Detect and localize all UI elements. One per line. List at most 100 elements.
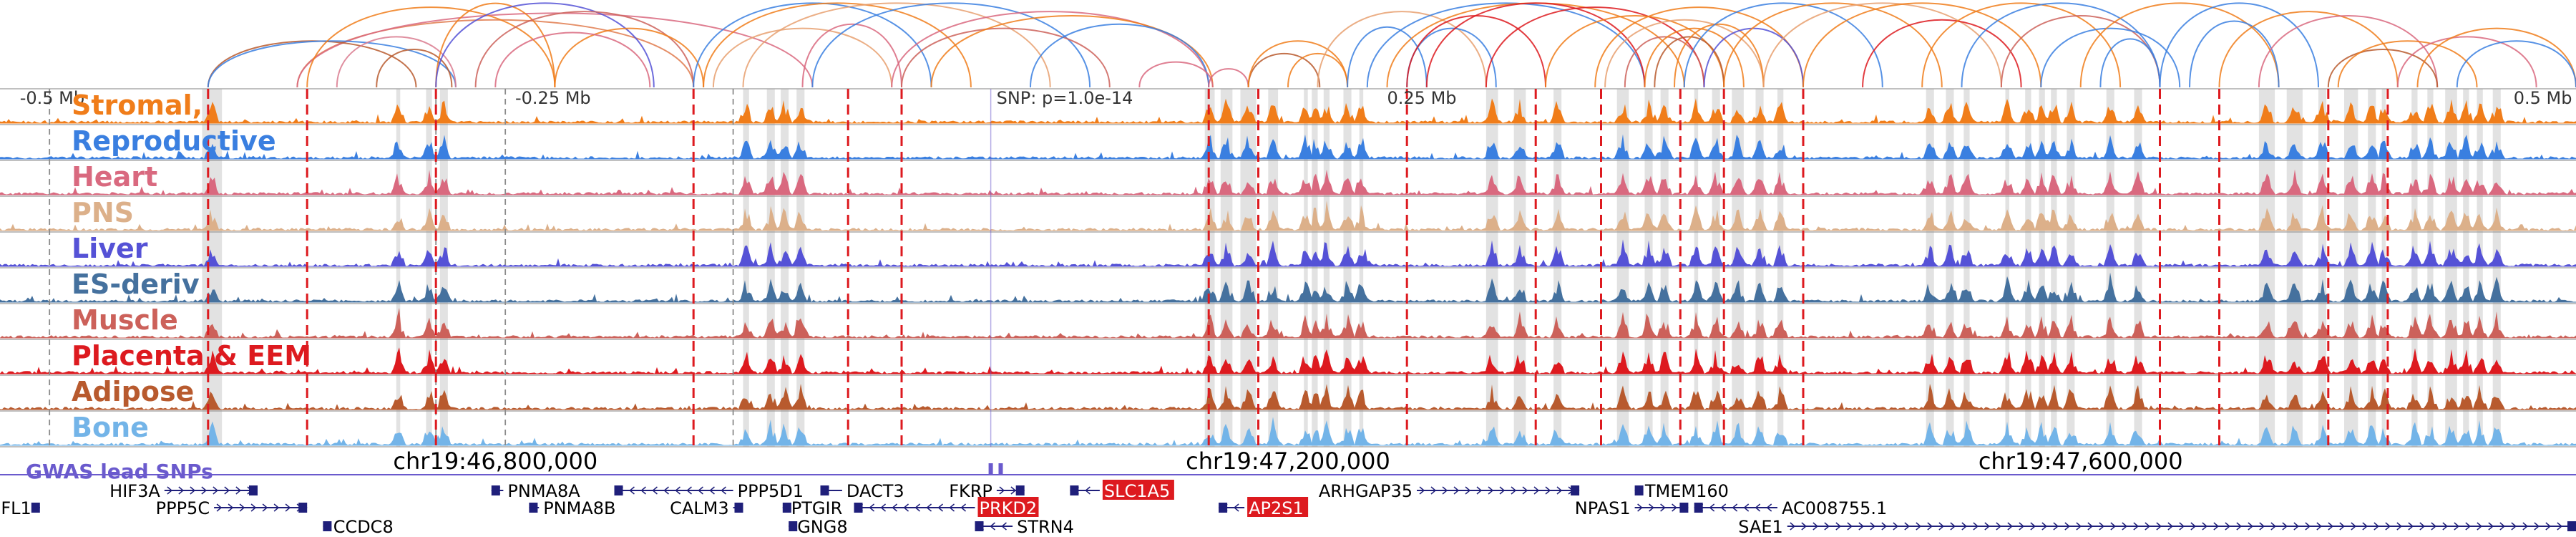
strand-chevron [1720, 503, 1727, 512]
gene-exon [2567, 521, 2576, 531]
gene-dact3: DACT3 [820, 481, 904, 501]
strand-chevron [1927, 522, 1933, 531]
signal-area [0, 200, 2576, 231]
strand-chevron [1522, 486, 1528, 495]
strand-chevron [2373, 522, 2380, 531]
chromatin-loop [1624, 36, 1705, 88]
distance-label: -0.25 Mb [515, 88, 591, 108]
strand-chevron [1649, 503, 1654, 512]
distance-label: -0.5 Mb [20, 88, 84, 108]
strand-chevron [2167, 522, 2174, 531]
gene-label: CCDC8 [333, 517, 394, 537]
signal-area [0, 347, 2576, 374]
strand-chevron [216, 503, 223, 512]
strand-chevron [1858, 522, 1865, 531]
gene-label: SAE1 [1738, 517, 1783, 537]
strand-chevron [2351, 522, 2357, 531]
signal-area [0, 134, 2576, 159]
strand-chevron [2019, 522, 2025, 531]
strand-chevron [949, 503, 955, 512]
chromatin-loop [207, 40, 457, 88]
strand-chevron [262, 503, 268, 512]
gwas-snp-marker [998, 463, 1003, 475]
strand-chevron [2213, 522, 2220, 531]
strand-chevron [1419, 486, 1425, 495]
gene-arhgap35: ARHGAP35 [1319, 481, 1580, 501]
strand-chevron [2064, 522, 2071, 531]
gene-label: GNG8 [797, 517, 847, 537]
strand-chevron [2041, 522, 2048, 531]
gene-label: AP2S1 [1249, 498, 1304, 518]
distance-label: 0.5 Mb [2514, 88, 2572, 108]
chromatin-loop [801, 23, 902, 88]
track-0 [0, 88, 2576, 124]
strand-chevron [2133, 522, 2140, 531]
strand-chevron [880, 503, 887, 512]
gene-exon [734, 503, 743, 513]
gene-exon [1219, 503, 1228, 513]
chromatin-loop [1545, 15, 1725, 88]
strand-chevron [2179, 522, 2185, 531]
gene-label: PRKD2 [980, 498, 1038, 518]
position-tick-label: chr19:47,600,000 [1979, 448, 2183, 475]
gene-label: AC008755.1 [1782, 498, 1887, 518]
chromatin-loop [2079, 2, 2280, 88]
chromatin-loop [703, 2, 972, 88]
strand-chevron [686, 486, 692, 495]
strand-chevron [2477, 522, 2483, 531]
strand-chevron [709, 486, 715, 495]
gene-exon [249, 485, 258, 495]
signal-area [0, 308, 2576, 338]
strand-chevron [1893, 522, 1899, 531]
strand-chevron [2442, 522, 2449, 531]
chromatin-loop [1703, 27, 1804, 88]
strand-chevron [1950, 522, 1956, 531]
chromatin-loop [336, 36, 457, 88]
strand-chevron [2419, 522, 2426, 531]
strand-chevron [2236, 522, 2243, 531]
strand-chevron [178, 486, 185, 495]
chromatin-loop [1485, 6, 1705, 88]
chromatin-loop [474, 11, 695, 88]
strand-chevron [892, 503, 898, 512]
strand-chevron [2385, 522, 2391, 531]
strand-chevron [960, 503, 967, 512]
chromatin-loop [2416, 27, 2576, 88]
track-name: Muscle [72, 304, 178, 336]
strand-chevron [2099, 522, 2105, 531]
gene-exon [323, 521, 332, 531]
gene-label: DACT3 [847, 481, 904, 501]
chromatin-loop [2159, 2, 2319, 88]
chromatin-loop [1802, 2, 2042, 88]
strand-chevron [239, 503, 245, 512]
strand-chevron [1637, 503, 1643, 512]
gene-exon [1015, 485, 1025, 495]
snp-label: SNP: p=1.0e-14 [997, 88, 1133, 108]
atac-signal-tracks [0, 88, 2576, 448]
strand-chevron [1453, 486, 1460, 495]
strand-chevron [250, 503, 257, 512]
signal-area [0, 384, 2576, 410]
strand-chevron [1824, 522, 1830, 531]
gene-exon [854, 503, 863, 513]
gene-exon [614, 485, 623, 495]
gene-label: CALM3 [670, 498, 729, 518]
strand-chevron [273, 503, 280, 512]
chromatin-loop [1138, 61, 1214, 88]
gene-calm3: CALM3 [670, 498, 743, 518]
chromatin-loop [1247, 52, 1321, 88]
chromatin-loop [1208, 68, 1249, 88]
gene-label: STRN4 [1017, 517, 1074, 537]
chromatin-loop [930, 14, 1214, 88]
strand-chevron [2248, 522, 2254, 531]
strand-chevron [2316, 522, 2323, 531]
chromatin-loop [2258, 15, 2439, 88]
strand-chevron [1743, 503, 1750, 512]
gene-fkrp: FKRP [949, 481, 1025, 501]
position-tick-label: chr19:46,800,000 [393, 448, 597, 475]
track-2 [0, 160, 2576, 195]
strand-chevron [1511, 486, 1517, 495]
strand-chevron [675, 486, 680, 495]
strand-chevron [213, 486, 219, 495]
